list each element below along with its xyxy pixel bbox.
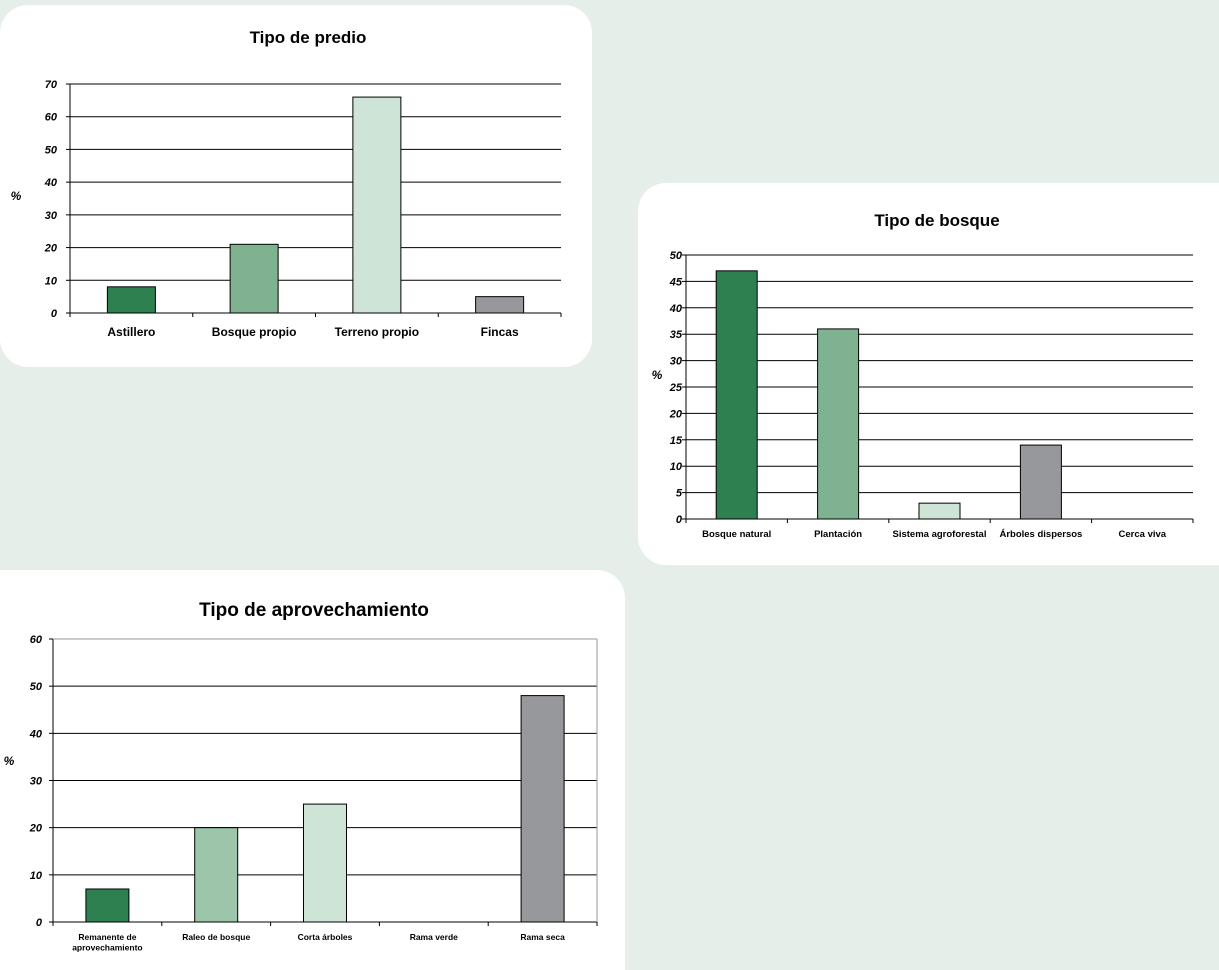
y-tick-label: 25 bbox=[669, 382, 683, 394]
y-tick-label: 45 bbox=[669, 276, 683, 288]
x-category-label: Árboles dispersos bbox=[999, 529, 1082, 540]
bar-astillero bbox=[106, 286, 156, 314]
chart-card-tipo-de-bosque: Tipo de bosque % 0 5 10 15 20 25 30 35 40 45 50 Bos… bbox=[638, 183, 1219, 565]
x-category-label: Rama seca bbox=[520, 932, 565, 942]
y-tick-label: 0 bbox=[36, 917, 43, 929]
x-category-label: Astillero bbox=[107, 325, 155, 339]
y-tick-label: 50 bbox=[30, 681, 43, 693]
y-tick-label: 30 bbox=[670, 356, 683, 368]
y-tick-label: 0 bbox=[676, 514, 683, 526]
bar-plantación bbox=[817, 328, 860, 520]
y-tick-label: 40 bbox=[44, 177, 58, 189]
y-tick-label: 10 bbox=[45, 275, 58, 287]
bar-sistema-agroforestal bbox=[918, 502, 961, 520]
chart-tipo-de-predio: Tipo de predio % 0 10 20 30 40 50 60 70 Astiller… bbox=[11, 28, 562, 339]
bar-árboles-dispersos bbox=[1019, 444, 1062, 520]
y-tick-label: 50 bbox=[670, 250, 683, 262]
y-tick-label: 20 bbox=[29, 823, 43, 835]
x-category-label: Corta árboles bbox=[298, 932, 353, 942]
chart-tipo-de-bosque: Tipo de bosque % 0 5 10 15 20 25 30 35 40 45 50 Bos… bbox=[652, 211, 1194, 540]
x-category-label: Raleo de bosque bbox=[182, 932, 250, 942]
chart-title: Tipo de aprovechamiento bbox=[199, 600, 429, 621]
y-axis-label: % bbox=[4, 754, 15, 768]
x-category-label: Fincas bbox=[481, 325, 519, 339]
bar-rama-seca bbox=[520, 695, 565, 923]
bar-terreno-propio bbox=[352, 96, 402, 314]
x-category-label: Bosque natural bbox=[702, 529, 771, 540]
y-tick-label: 35 bbox=[670, 329, 683, 341]
y-tick-label: 50 bbox=[45, 144, 58, 156]
bar-bosque-natural bbox=[715, 270, 758, 520]
y-axis-label: % bbox=[11, 189, 22, 203]
y-tick-label: 30 bbox=[30, 776, 43, 788]
y-axis-label: % bbox=[652, 368, 663, 382]
x-category-label: Rama verde bbox=[410, 932, 458, 942]
y-tick-label: 30 bbox=[45, 210, 58, 222]
bar-bosque-propio bbox=[229, 243, 279, 314]
x-category-label: Remanente de aprovechamiento bbox=[72, 932, 142, 953]
chart-tipo-de-aprovechamiento: Tipo de aprovechamiento % 0 10 20 30 40 50 60 R… bbox=[4, 600, 598, 953]
bar-corta-árboles bbox=[303, 803, 347, 923]
y-tick-label: 40 bbox=[29, 728, 43, 740]
x-category-label: Cerca viva bbox=[1119, 529, 1167, 540]
y-tick-label: 20 bbox=[44, 243, 58, 255]
bar-fincas bbox=[475, 296, 525, 314]
x-category-label: Sistema agroforestal bbox=[893, 529, 987, 540]
x-category-label: Terreno propio bbox=[335, 325, 419, 339]
chart-title: Tipo de predio bbox=[250, 28, 367, 47]
chart-title: Tipo de bosque bbox=[874, 211, 999, 230]
y-tick-label: 0 bbox=[51, 308, 58, 320]
y-tick-label: 15 bbox=[670, 435, 683, 447]
y-tick-label: 10 bbox=[30, 870, 43, 882]
bar-remanente-de-aprovechamiento bbox=[85, 888, 130, 923]
y-tick-label: 20 bbox=[669, 408, 683, 420]
y-tick-label: 60 bbox=[45, 112, 58, 124]
y-tick-label: 10 bbox=[670, 461, 683, 473]
chart-card-tipo-de-aprovechamiento: Tipo de aprovechamiento % 0 10 20 30 40 50 60 R… bbox=[0, 570, 625, 970]
chart-card-tipo-de-predio: Tipo de predio % 0 10 20 30 40 50 60 70 Astiller… bbox=[0, 5, 592, 367]
y-tick-label: 40 bbox=[669, 303, 683, 315]
y-tick-label: 70 bbox=[45, 79, 58, 91]
y-tick-label: 5 bbox=[676, 488, 683, 500]
bar-raleo-de-bosque bbox=[194, 827, 239, 923]
x-category-label: Bosque propio bbox=[212, 325, 297, 339]
x-category-label: Plantación bbox=[814, 529, 862, 540]
y-tick-label: 60 bbox=[30, 634, 43, 646]
